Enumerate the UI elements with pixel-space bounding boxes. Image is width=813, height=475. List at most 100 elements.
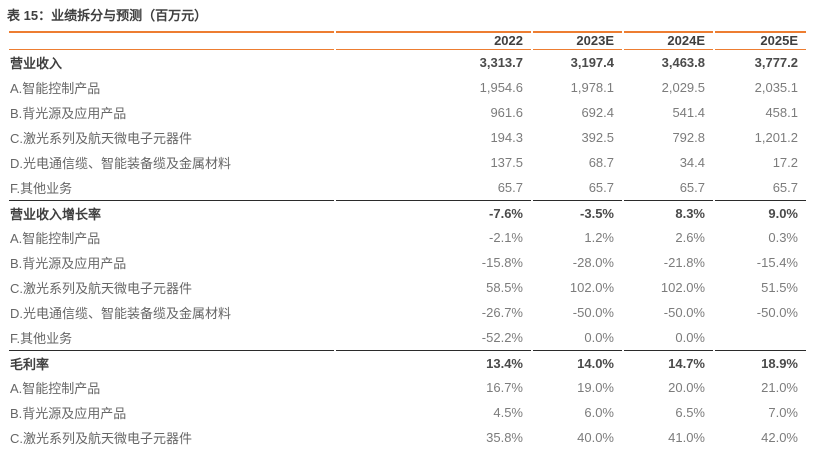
cell-value: 3,313.7 [479, 55, 523, 70]
cell-value: 13.4% [336, 350, 531, 375]
cell-value: 2,035.1 [754, 80, 798, 95]
cell-value: 0.0% [584, 330, 614, 345]
row-label: F.其他业务 [10, 181, 73, 196]
cell-value: 102.0% [569, 280, 614, 295]
table-row-0-0: A.智能控制产品 1,954.6 1,978.1 2,029.5 2,035.1 [9, 75, 806, 100]
table-header-row: 2022 2023E 2024E 2025E [9, 31, 806, 50]
cell-value: 102.0% [660, 280, 705, 295]
cell-value: 21.0% [761, 380, 798, 395]
header-year-2023E: 2023E [533, 31, 622, 50]
cell-value: 3,777.2 [754, 55, 798, 70]
cell-value: 68.7 [588, 155, 614, 170]
cell-value: -50.0% [572, 305, 614, 320]
cell-value [715, 325, 806, 350]
cell-value: 1,978.1 [570, 80, 614, 95]
row-label: A.智能控制产品 [10, 231, 101, 246]
report-page: 表 15：业绩拆分与预测（百万元） 2022 2023E 2024E 2025E 营业… [7, 8, 808, 450]
table-row-2-0: A.智能控制产品 16.7% 19.0% 20.0% 21.0% [9, 375, 806, 400]
header-year-2024E: 2024E [624, 31, 713, 50]
cell-value: 6.0% [584, 405, 614, 420]
cell-value: 1,201.2 [754, 130, 798, 145]
cell-value: -52.2% [481, 330, 523, 345]
cell-value: 17.2 [772, 155, 798, 170]
cell-value: 7.0% [768, 405, 798, 420]
row-label: 毛利率 [9, 350, 334, 375]
section-header-row-1: 营业收入增长率 -7.6% -3.5% 8.3% 9.0% [9, 200, 806, 225]
cell-value: 16.7% [486, 380, 523, 395]
cell-value: 51.5% [761, 280, 798, 295]
row-label: D.光电通信缆、智能装备缆及金属材料 [10, 156, 232, 171]
table-row-0-1: B.背光源及应用产品 961.6 692.4 541.4 458.1 [9, 100, 806, 125]
cell-value: -2.1% [489, 230, 523, 245]
table-caption: 表 15：业绩拆分与预测（百万元） [7, 8, 208, 23]
cell-value: 14.0% [533, 350, 622, 375]
cell-value: -50.0% [663, 305, 705, 320]
table-row-1-1: B.背光源及应用产品 -15.8% -28.0% -21.8% -15.4% [9, 250, 806, 275]
table-row-2-1: B.背光源及应用产品 4.5% 6.0% 6.5% 7.0% [9, 400, 806, 425]
table-body: 营业收入 3,313.7 3,197.4 3,463.8 3,777.2 A.智能控制产品… [9, 50, 806, 450]
cell-value: 2.6% [675, 230, 705, 245]
cell-value: 65.7 [679, 180, 705, 195]
header-year-2025E: 2025E [715, 31, 806, 50]
cell-value: -26.7% [481, 305, 523, 320]
row-label: C.激光系列及航天微电子元器件 [10, 281, 193, 296]
table-row-1-2: C.激光系列及航天微电子元器件 58.5% 102.0% 102.0% 51.5% [9, 275, 806, 300]
cell-value: 541.4 [672, 105, 705, 120]
cell-value: 6.5% [675, 405, 705, 420]
cell-value: 458.1 [765, 105, 798, 120]
cell-value: -15.4% [756, 255, 798, 270]
table-row-1-0: A.智能控制产品 -2.1% 1.2% 2.6% 0.3% [9, 225, 806, 250]
cell-value: 41.0% [668, 430, 705, 445]
cell-value: 18.9% [715, 350, 806, 375]
cell-value: 2,029.5 [661, 80, 705, 95]
cell-value: 65.7 [588, 180, 614, 195]
row-label: 营业收入增长率 [9, 200, 334, 225]
header-year-2022: 2022 [336, 31, 531, 50]
row-label: C.激光系列及航天微电子元器件 [10, 431, 193, 446]
cell-value: -7.6% [336, 200, 531, 225]
cell-value: 392.5 [581, 130, 614, 145]
cell-value: 58.5% [486, 280, 523, 295]
table-row-0-4: F.其他业务 65.7 65.7 65.7 65.7 [9, 175, 806, 200]
forecast-table: 2022 2023E 2024E 2025E 营业收入 3,313.7 3,197.4 3,… [7, 31, 808, 450]
row-label: D.光电通信缆、智能装备缆及金属材料 [10, 306, 232, 321]
cell-value: 9.0% [715, 200, 806, 225]
cell-value: 8.3% [624, 200, 713, 225]
cell-value: 137.5 [490, 155, 523, 170]
row-label: B.背光源及应用产品 [10, 256, 127, 271]
row-label: A.智能控制产品 [10, 381, 101, 396]
cell-value: 34.4 [679, 155, 705, 170]
cell-value: 14.7% [624, 350, 713, 375]
cell-value: 20.0% [668, 380, 705, 395]
row-label: B.背光源及应用产品 [10, 406, 127, 421]
cell-value: -3.5% [533, 200, 622, 225]
row-label: B.背光源及应用产品 [10, 106, 127, 121]
cell-value: 65.7 [497, 180, 523, 195]
cell-value: 194.3 [490, 130, 523, 145]
cell-value: 792.8 [672, 130, 705, 145]
cell-value: 0.3% [768, 230, 798, 245]
cell-value: -50.0% [756, 305, 798, 320]
cell-value: -28.0% [572, 255, 614, 270]
cell-value: 961.6 [490, 105, 523, 120]
cell-value: 42.0% [761, 430, 798, 445]
table-row-1-3: D.光电通信缆、智能装备缆及金属材料 -26.7% -50.0% -50.0% -50.… [9, 300, 806, 325]
cell-value: 0.0% [675, 330, 705, 345]
cell-value: 4.5% [493, 405, 523, 420]
row-label: C.激光系列及航天微电子元器件 [10, 131, 193, 146]
section-header-row-2: 毛利率 13.4% 14.0% 14.7% 18.9% [9, 350, 806, 375]
table-row-0-2: C.激光系列及航天微电子元器件 194.3 392.5 792.8 1,201.2 [9, 125, 806, 150]
table-row-0-3: D.光电通信缆、智能装备缆及金属材料 137.5 68.7 34.4 17.2 [9, 150, 806, 175]
cell-value: 1.2% [584, 230, 614, 245]
cell-value: -15.8% [481, 255, 523, 270]
row-label: F.其他业务 [10, 331, 73, 346]
cell-value: 40.0% [577, 430, 614, 445]
cell-value: 1,954.6 [479, 80, 523, 95]
cell-value: 19.0% [577, 380, 614, 395]
table-row-2-2: C.激光系列及航天微电子元器件 35.8% 40.0% 41.0% 42.0% [9, 425, 806, 450]
cell-value: 35.8% [486, 430, 523, 445]
cell-value: 3,197.4 [570, 55, 614, 70]
table-row-1-4: F.其他业务 -52.2% 0.0% 0.0% [9, 325, 806, 350]
cell-value: 692.4 [581, 105, 614, 120]
row-label: 营业收入 [10, 56, 63, 71]
